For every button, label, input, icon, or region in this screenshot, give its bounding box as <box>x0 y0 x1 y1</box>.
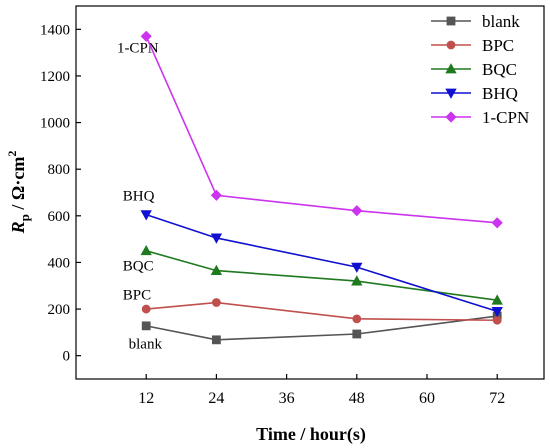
legend-label-1-cpn: 1-CPN <box>482 108 529 127</box>
x-tick-label-0: 12 <box>138 390 154 407</box>
point-bqc-0 <box>140 244 152 256</box>
annotation-bhq: BHQ <box>123 189 155 205</box>
legend-marker-bpc <box>446 40 456 50</box>
annotation-bqc: BQC <box>123 259 154 275</box>
point-bqc-2 <box>351 275 363 286</box>
legend-label-bqc: BQC <box>482 60 517 79</box>
annotation-bpc: BPC <box>123 288 151 304</box>
point-1-cpn-1 <box>210 189 222 201</box>
x-tick-label-5: 72 <box>489 390 505 407</box>
x-tick-label-4: 60 <box>419 390 435 407</box>
x-axis-label: Time / hour(s) <box>256 424 366 445</box>
point-bhq-0 <box>140 210 152 221</box>
point-bhq-3 <box>491 306 503 318</box>
y-tick-label-5: 1000 <box>40 116 70 132</box>
point-blank-0 <box>141 321 151 331</box>
point-bpc-2 <box>352 314 362 324</box>
plot-frame <box>75 5 545 380</box>
legend-marker-bqc <box>445 63 457 74</box>
point-1-cpn-3 <box>491 217 503 229</box>
y-tick-label-1: 200 <box>48 302 71 318</box>
series-line-bhq <box>145 213 498 313</box>
point-bpc-1 <box>211 298 221 307</box>
legend-label-bpc: BPC <box>482 36 514 55</box>
x-tick-label-1: 24 <box>208 390 224 407</box>
x-tick-label-3: 48 <box>349 390 365 407</box>
y-axis-label-main: R <box>8 221 28 234</box>
point-1-cpn-0 <box>140 30 152 42</box>
x-tick-label-2: 36 <box>279 390 295 407</box>
annotation-blank: blank <box>129 337 163 353</box>
series-line-bpc <box>146 301 498 322</box>
point-1-cpn-2 <box>351 205 363 217</box>
y-tick-label-2: 400 <box>48 255 71 271</box>
legend-marker-blank <box>446 16 456 26</box>
y-axis-label-sub: p <box>17 214 32 221</box>
point-bqc-1 <box>210 264 223 275</box>
point-blank-1 <box>211 335 221 345</box>
y-tick-label-3: 600 <box>48 209 71 225</box>
y-tick-label-4: 800 <box>48 162 71 178</box>
legend-label-blank: blank <box>482 12 520 31</box>
point-bpc-0 <box>141 304 151 314</box>
point-bhq-2 <box>351 262 363 273</box>
y-tick-label-6: 1200 <box>40 69 70 85</box>
y-axis-label-sup: 2 <box>5 151 19 157</box>
y-tick-label-7: 1400 <box>40 22 70 38</box>
point-bhq-1 <box>210 233 223 244</box>
series-line-bqc <box>145 250 498 301</box>
series-line-1-cpn <box>145 35 498 224</box>
legend-label-bhq: BHQ <box>482 84 518 103</box>
point-bpc-3 <box>492 315 502 325</box>
y-axis-label: Rp / Ω·cm2 <box>5 151 32 235</box>
point-blank-2 <box>352 329 362 339</box>
y-tick-label-0: 0 <box>63 349 71 365</box>
y-axis-label-rest: / Ω·cm <box>8 157 28 214</box>
annotation-1-cpn: 1-CPN <box>117 41 159 57</box>
legend-marker-bhq <box>445 88 457 99</box>
point-bqc-3 <box>491 294 503 305</box>
legend-marker-1-cpn <box>445 111 457 123</box>
series-line-blank <box>146 315 498 341</box>
